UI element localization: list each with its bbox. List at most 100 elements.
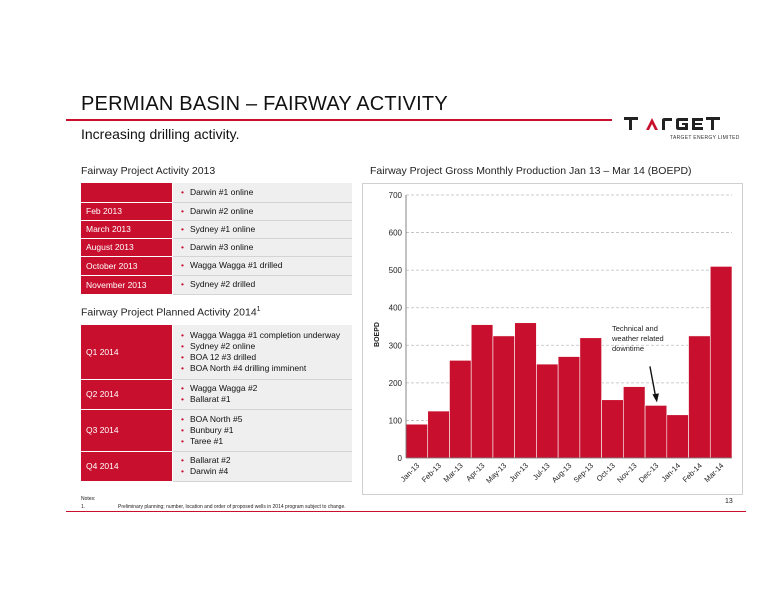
activity-row-label <box>81 183 173 203</box>
activity-2013-table: Darwin #1 online Feb 2013 Darwin #2 online… <box>81 183 352 295</box>
x-tick-label: Nov-13 <box>615 461 638 484</box>
logo-tagline: TARGET ENERGY LIMITED <box>670 135 740 141</box>
annotation-line-3: downtime <box>612 344 645 353</box>
bar-Aug-13 <box>557 356 581 459</box>
activity-row: October 2013 Wagga Wagga #1 drilled <box>81 256 352 276</box>
x-tick-label: Sep-13 <box>572 461 595 484</box>
activity-item: Bunbury #1 <box>181 425 352 436</box>
activity-item: Wagga Wagga #1 completion underway <box>181 330 352 341</box>
activity-item: Taree #1 <box>181 436 352 447</box>
page-number: 13 <box>725 498 733 505</box>
activity-row-label: October 2013 <box>81 256 173 276</box>
bar-Jan-14 <box>666 414 689 459</box>
bar-Sep-13 <box>579 337 602 459</box>
activity-row-label: Q3 2014 <box>81 409 173 452</box>
x-tick-label: Jan-13 <box>399 461 422 484</box>
activity-row-items: Wagga Wagga #2Ballarat #1 <box>172 379 352 410</box>
x-tick-label: Jun-13 <box>507 461 530 484</box>
x-tick-label: Apr-13 <box>464 461 486 483</box>
x-tick-label: Feb-14 <box>681 461 704 484</box>
activity-item: Sydney #2 online <box>181 341 352 352</box>
title-divider <box>66 119 612 121</box>
activity-row-label: Q4 2014 <box>81 451 173 482</box>
activity-2014-heading: Fairway Project Planned Activity 20141 <box>81 306 261 319</box>
bar-Feb-14 <box>688 335 711 459</box>
activity-2014-heading-text: Fairway Project Planned Activity 2014 <box>81 306 257 319</box>
activity-row-items: Darwin #3 online <box>172 238 352 257</box>
activity-item: Darwin #1 online <box>181 187 352 198</box>
activity-row-label: Feb 2013 <box>81 202 173 221</box>
footer-divider <box>66 511 746 512</box>
page-title: PERMIAN BASIN – FAIRWAY ACTIVITY <box>81 93 448 115</box>
activity-row: November 2013 Sydney #2 drilled <box>81 275 352 295</box>
activity-row-items: Sydney #1 online <box>172 220 352 239</box>
annotation-line-1: Technical and <box>612 324 658 333</box>
x-tick-label: Dec-13 <box>637 461 660 484</box>
activity-row: Q2 2014Wagga Wagga #2Ballarat #1 <box>81 379 352 410</box>
activity-row-label: Q2 2014 <box>81 379 173 410</box>
x-tick-label: May-13 <box>484 461 508 485</box>
activity-row-items: Darwin #2 online <box>172 202 352 221</box>
y-tick-label: 0 <box>398 454 403 463</box>
production-chart: 0 100 200 300 400 500 600 700 Jan-13Feb-13Mar-13… <box>374 191 733 485</box>
activity-row: March 2013 Sydney #1 online <box>81 220 352 239</box>
annotation-line-2: weather related <box>612 334 664 343</box>
bar-Feb-13 <box>427 410 450 459</box>
x-tick-label: Jul-13 <box>531 461 552 482</box>
activity-row-label: March 2013 <box>81 220 173 239</box>
x-tick-label: Mar-14 <box>702 461 725 484</box>
footnote-marker: 1 <box>256 306 261 313</box>
y-tick-label: 600 <box>389 229 403 238</box>
bar-Mar-13 <box>449 360 472 459</box>
activity-row-label: Q1 2014 <box>81 325 173 380</box>
activity-row: Feb 2013 Darwin #2 online <box>81 202 352 221</box>
activity-row-items: Darwin #1 online <box>172 183 352 203</box>
y-tick-label: 100 <box>389 416 403 425</box>
activity-item: Darwin #3 online <box>181 242 352 253</box>
note-text: Preliminary planning; number, location a… <box>118 504 346 510</box>
x-tick-label: Mar-13 <box>442 461 465 484</box>
bar-Jul-13 <box>536 363 559 459</box>
bar-Jan-13 <box>405 423 429 459</box>
x-tick-label: Jan-14 <box>659 461 682 484</box>
activity-row: Darwin #1 online <box>81 183 352 203</box>
activity-row: August 2013 Darwin #3 online <box>81 238 352 257</box>
activity-item: Ballarat #2 <box>181 455 352 466</box>
activity-item: BOA North #4 drilling imminent <box>181 363 352 374</box>
activity-row: Q3 2014BOA North #5Bunbury #1Taree #1 <box>81 409 352 452</box>
y-tick-label: 500 <box>389 266 403 275</box>
x-tick-label: Feb-13 <box>420 461 443 484</box>
activity-item: Ballarat #1 <box>181 394 352 405</box>
activity-item: Wagga Wagga #1 drilled <box>181 260 352 271</box>
activity-row-items: Wagga Wagga #1 drilled <box>172 256 352 276</box>
bar-Dec-13 <box>644 405 668 459</box>
chart-annotation: Technical and weather related downtime <box>612 324 664 354</box>
activity-item: BOA North #5 <box>181 414 352 425</box>
activity-row-label: November 2013 <box>81 275 173 295</box>
annotation-arrow-line <box>649 366 657 399</box>
activity-item: Darwin #4 <box>181 466 352 477</box>
y-axis-label: BOEPD <box>374 322 381 347</box>
bar-Jun-13 <box>514 322 537 459</box>
activity-item: Darwin #2 online <box>181 206 352 217</box>
activity-row-items: Sydney #2 drilled <box>172 275 352 295</box>
activity-row: Q1 2014Wagga Wagga #1 completion underwa… <box>81 325 352 380</box>
y-tick-label: 200 <box>389 379 403 388</box>
bar-Mar-14 <box>709 266 733 459</box>
activity-row-items: Ballarat #2Darwin #4 <box>172 451 352 482</box>
activity-row: Q4 2014Ballarat #2Darwin #4 <box>81 451 352 482</box>
activity-item: Sydney #2 drilled <box>181 279 352 290</box>
note-number: 1. <box>81 504 86 510</box>
x-tick-label: Aug-13 <box>550 461 573 484</box>
activity-row-label: August 2013 <box>81 238 173 257</box>
annotation-arrow-head <box>652 393 659 403</box>
y-tick-label: 300 <box>389 341 403 350</box>
bar-Oct-13 <box>601 399 624 459</box>
y-tick-label: 400 <box>389 304 403 313</box>
activity-item: BOA 12 #3 drilled <box>181 352 352 363</box>
activity-row-items: BOA North #5Bunbury #1Taree #1 <box>172 409 352 452</box>
activity-row-items: Wagga Wagga #1 completion underwaySydney… <box>172 325 352 380</box>
bar-Nov-13 <box>623 386 646 459</box>
activity-item: Sydney #1 online <box>181 224 352 235</box>
page-subtitle: Increasing drilling activity. <box>81 126 240 142</box>
